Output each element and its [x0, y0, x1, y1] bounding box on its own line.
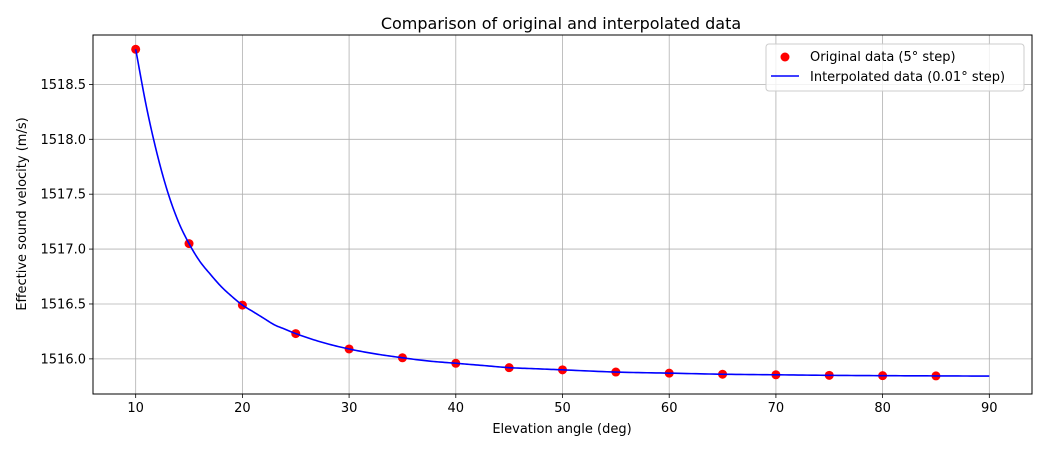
axis-ticks: 10 20 30 40 50 60 70 80 90 1516.0 1516.5 1517.0 1517…	[41, 78, 998, 416]
x-tick-label: 10	[127, 401, 144, 416]
x-tick-label: 40	[448, 401, 465, 416]
x-axis-label: Elevation angle (deg)	[492, 422, 631, 437]
x-tick-label: 50	[554, 401, 571, 416]
x-tick-label: 60	[661, 401, 678, 416]
x-tick-label: 70	[768, 401, 785, 416]
x-tick-label: 30	[341, 401, 358, 416]
legend: Original data (5° step) Interpolated dat…	[765, 43, 1025, 92]
legend-box	[765, 43, 1025, 92]
y-axis-label: Effective sound velocity (m/s)	[15, 117, 30, 310]
y-tick-label: 1517.0	[41, 243, 87, 258]
grid	[93, 35, 1032, 394]
plot-area	[131, 44, 990, 381]
legend-label-interpolated: Interpolated data (0.01° step)	[810, 70, 1005, 85]
legend-marker-original	[780, 52, 790, 62]
interpolated-data-line	[134, 49, 990, 377]
x-tick-label: 80	[874, 401, 891, 416]
chart-title: Comparison of original and interpolated …	[381, 14, 741, 33]
y-tick-label: 1516.0	[41, 352, 87, 367]
y-tick-label: 1516.5	[41, 297, 87, 312]
legend-label-original: Original data (5° step)	[810, 50, 956, 65]
y-tick-label: 1518.0	[41, 133, 87, 148]
x-tick-label: 90	[981, 401, 998, 416]
x-tick-label: 20	[234, 401, 251, 416]
y-tick-label: 1518.5	[41, 78, 87, 93]
y-tick-label: 1517.5	[41, 188, 87, 203]
